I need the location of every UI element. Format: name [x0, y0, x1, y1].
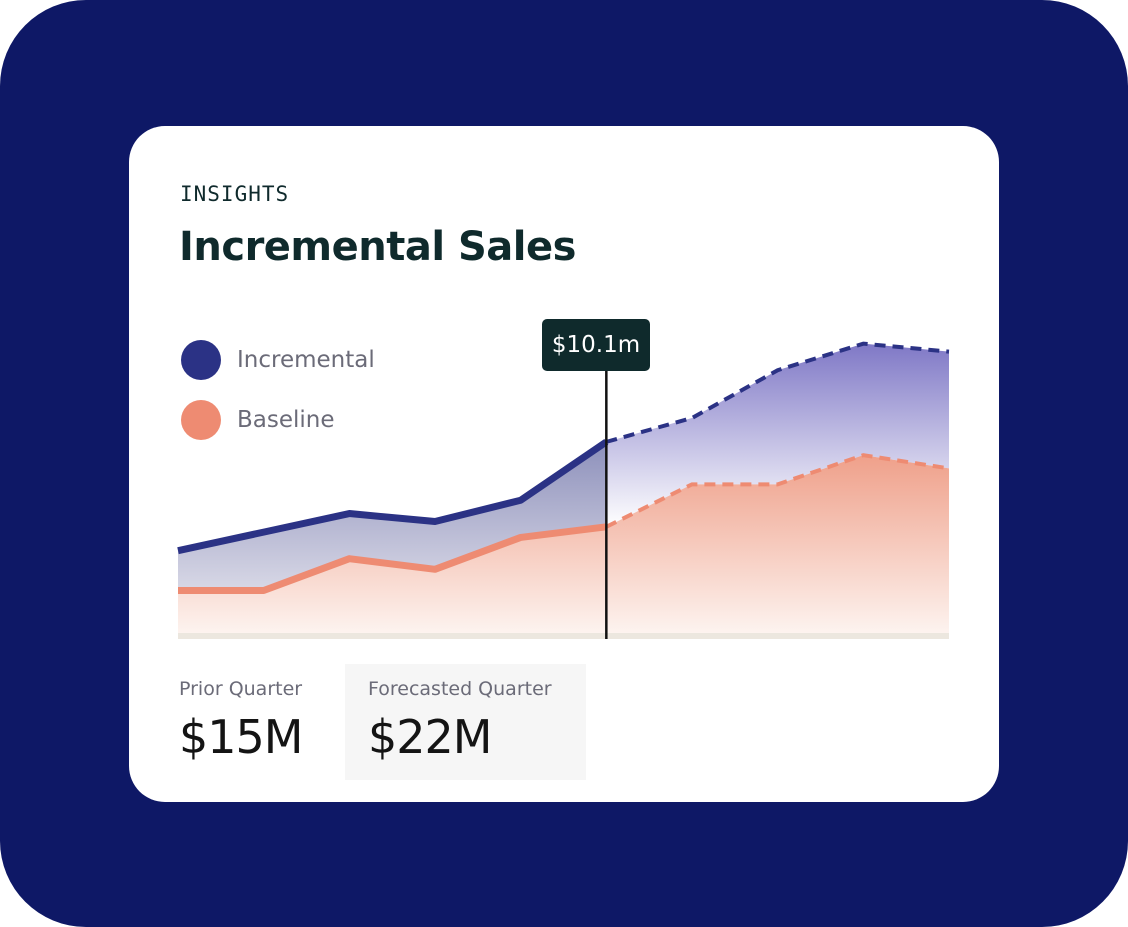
baseline-line-forecast	[605, 453, 950, 529]
prior-quarter-value: $15M	[179, 710, 303, 764]
forecasted-quarter-label: Forecasted Quarter	[368, 678, 552, 700]
incremental-swatch-icon	[181, 340, 221, 380]
incremental-point-6	[692, 417, 693, 418]
baseline-line-actual	[178, 523, 607, 595]
incremental-point-9	[949, 351, 950, 352]
baseline-point-1	[263, 590, 264, 591]
card-eyebrow: INSIGHTS	[180, 182, 290, 206]
chart-legend: Incremental Baseline	[181, 330, 375, 450]
incremental-point-0	[178, 550, 179, 551]
baseline-point-4	[520, 537, 521, 538]
forecasted-quarter-stat[interactable]: Forecasted Quarter $22M	[345, 664, 586, 780]
baseline-point-8	[863, 455, 864, 456]
incremental-point-4	[520, 500, 521, 501]
incremental-area-forecast	[606, 343, 949, 527]
baseline-point-3	[435, 569, 436, 570]
incremental-point-1	[263, 532, 264, 533]
legend-item-baseline[interactable]: Baseline	[181, 390, 375, 450]
baseline-area	[178, 455, 949, 633]
card-title: Incremental Sales	[179, 224, 576, 270]
legend-label-baseline: Baseline	[237, 407, 335, 433]
baseline-swatch-icon	[181, 400, 221, 440]
incremental-point-2	[349, 513, 350, 514]
incremental-point-3	[435, 521, 436, 522]
baseline-point-2	[349, 558, 350, 559]
incremental-area-actual	[178, 441, 607, 591]
baseline-point-9	[949, 468, 950, 469]
incremental-point-7	[777, 370, 778, 371]
baseline-point-0	[178, 590, 179, 591]
value-tooltip: $10.1m	[542, 319, 650, 371]
x-axis	[178, 633, 949, 639]
prior-quarter-label: Prior Quarter	[179, 678, 303, 700]
baseline-point-7	[777, 484, 778, 485]
legend-item-incremental[interactable]: Incremental	[181, 330, 375, 390]
baseline-point-6	[692, 484, 693, 485]
incremental-point-8	[863, 343, 864, 344]
forecasted-quarter-value: $22M	[368, 710, 492, 764]
incremental-sales-chart	[177, 341, 950, 639]
incremental-line-actual	[177, 438, 609, 555]
legend-label-incremental: Incremental	[237, 347, 375, 373]
prior-quarter-stat: Prior Quarter $15M	[179, 664, 349, 780]
insights-card: INSIGHTS Incremental Sales $10.1m Increm…	[129, 126, 999, 802]
incremental-line-forecast	[605, 341, 950, 444]
